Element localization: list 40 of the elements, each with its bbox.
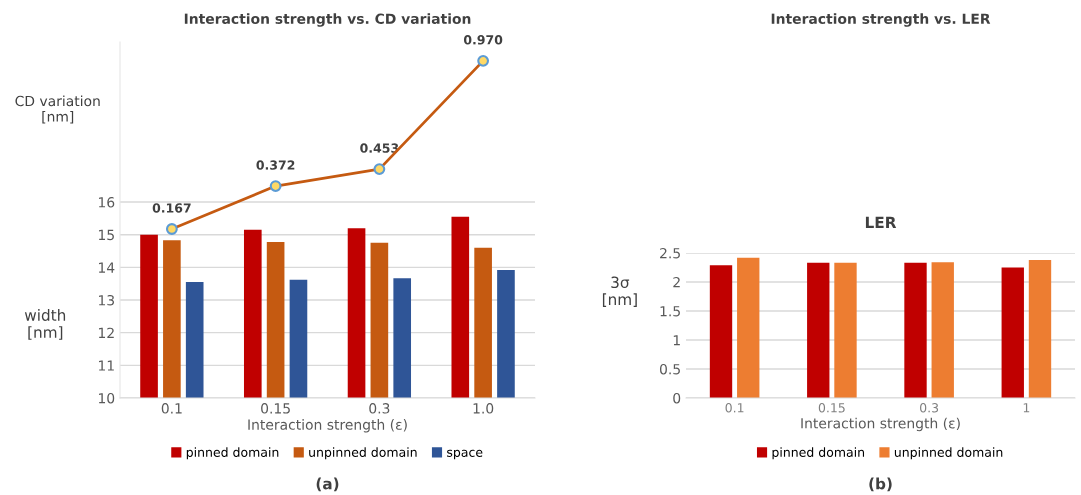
x-tick-label: 0.15 [818, 403, 845, 413]
chart-title: Interaction strength vs. LER [771, 13, 991, 27]
x-tick-label: 0.15 [261, 403, 290, 414]
legend-label: unpinned domain [309, 447, 417, 460]
y-tick-label: 16 [98, 197, 115, 208]
chart-subtitle: LER [865, 216, 897, 228]
data-label: 0.970 [463, 35, 503, 45]
x-tick-label: 0.1 [161, 403, 182, 414]
x-axis-title: Interaction strength (ε) [248, 419, 407, 433]
x-tick-label: 0.3 [920, 403, 939, 413]
y-tick-label: 0 [673, 392, 681, 404]
x-tick-label: 0.3 [369, 403, 390, 414]
y-axis-title: width [nm] [24, 309, 66, 340]
chart-title: Interaction strength vs. CD variation [184, 13, 471, 27]
x-axis-title: Interaction strength (ε) [801, 417, 960, 432]
legend-label: pinned domain [186, 447, 279, 460]
text: (a) [316, 477, 339, 492]
legend-label: space [447, 449, 483, 460]
y-tick-label: 14 [98, 262, 115, 273]
data-label: 0.372 [256, 160, 295, 170]
y-tick-label: 1.5 [660, 306, 680, 317]
y2-axis-title: CD variation [nm] [15, 95, 100, 124]
x-tick-label: 0.1 [725, 403, 744, 413]
y-tick-label: 10 [98, 392, 115, 404]
data-label: 0.167 [152, 203, 191, 213]
y-tick-label: 11 [98, 360, 114, 371]
legend-label: pinned domain [772, 447, 865, 460]
text: (b) [869, 477, 892, 492]
y-tick-label: 2.5 [660, 247, 680, 259]
y-tick-label: 1 [673, 335, 680, 346]
y-tick-label: 2 [673, 276, 680, 288]
x-tick-label: 1.0 [473, 403, 494, 414]
y-tick-label: 15 [98, 229, 114, 241]
y-tick-label: 13 [98, 294, 115, 306]
x-tick-label: 1 [1023, 403, 1030, 413]
y-tick-label: 0.5 [659, 363, 680, 375]
legend-label: unpinned domain [894, 447, 1003, 460]
data-label: 0.453 [360, 143, 399, 153]
y-tick-label: 12 [98, 327, 114, 338]
y-axis-title: 3σ [nm] [602, 276, 637, 307]
